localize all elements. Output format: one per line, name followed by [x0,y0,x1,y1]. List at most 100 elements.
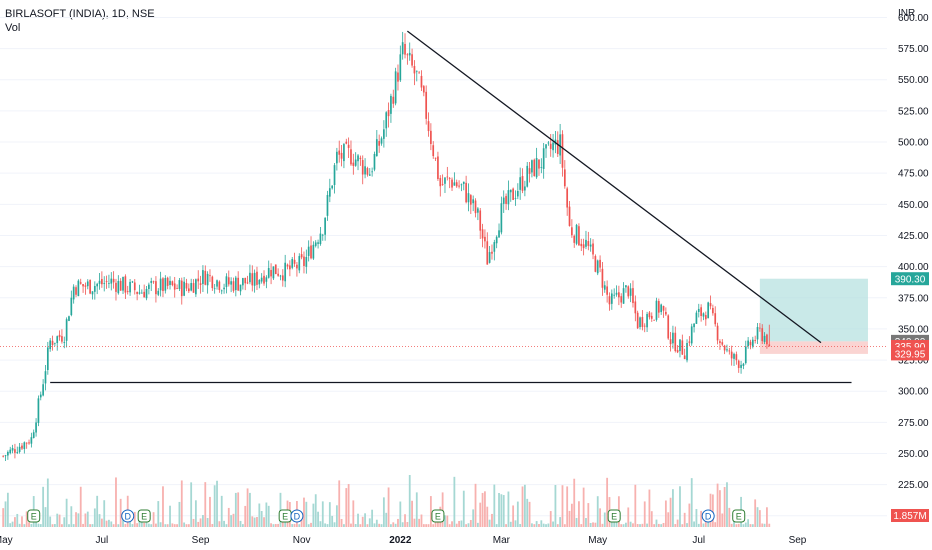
volume-bar [307,524,310,527]
volume-bar [136,523,139,527]
event-marker-label: D [294,512,301,522]
candle-body [552,142,554,151]
candle-body [545,144,547,149]
candle-body [70,297,73,316]
volume-bar [35,522,37,527]
volume-bar [103,500,106,527]
candle-body [234,277,237,291]
volume-bar [314,494,317,527]
volume-bar [361,516,364,527]
descending-trendline [406,30,822,344]
volume-bar [535,521,538,527]
candle-body [502,197,505,204]
candle-body [230,281,232,285]
candle-body [150,281,153,283]
volume-bar [131,524,134,527]
volume-bar [559,517,562,527]
candle-body [455,182,458,187]
candle-body [643,325,646,327]
volume-bar [225,524,228,527]
volume-bar [751,524,754,527]
volume-bar [747,519,750,527]
volume-bar [166,524,169,527]
volume-bar [190,482,193,527]
x-tick-label: May [0,535,13,546]
candle-body [298,256,301,271]
volume-bar [124,524,127,527]
price-tag [891,347,929,361]
candle-body [535,158,538,178]
volume-bar [458,520,460,527]
candle-body [406,54,409,56]
volume-bar [491,513,493,527]
y-tick-label: 300.00 [898,387,929,398]
candle-body [528,168,531,174]
candle-body [448,178,451,179]
candle-body [206,273,209,286]
candle-body [568,206,571,226]
volume-bar [44,507,47,527]
candle-body [759,327,761,329]
volume-bar [646,523,648,527]
candle-body [679,339,681,352]
volume-bar [328,502,331,527]
volume-bar [143,522,146,527]
candle-body [726,349,728,351]
volume-bar [220,495,223,527]
candle-body [317,242,319,244]
y-tick-label: 375.00 [898,293,929,304]
volume-bar [601,523,604,527]
volume-bar [594,522,597,527]
volume-bar [667,512,670,527]
volume-bar [277,523,280,527]
volume-bar [568,510,571,527]
candle-body [716,325,719,341]
volume-bar [110,521,113,527]
dividend-icon [701,509,715,523]
volume-bar [183,522,186,527]
volume-bar [147,523,150,527]
volume-bar [382,497,385,527]
candle-body [190,283,193,291]
y-tick-label: 325.00 [898,356,929,367]
volume-bar [448,524,451,527]
candle-body [589,244,592,247]
candle-body [601,268,604,288]
candle-body [21,445,23,449]
candle-body [169,280,171,285]
volume-bar [56,513,59,527]
candle-body [263,275,265,284]
volume-bar [648,489,651,527]
volume-bar [343,524,345,527]
candle-body [676,350,679,353]
candle-body [615,292,618,295]
candle-body [657,301,660,313]
candle-body [216,280,218,287]
volume-bar [164,524,167,527]
candle-body [293,259,296,264]
candle-body [9,449,12,454]
volume-bar [394,523,397,527]
candle-body [735,354,738,361]
volume-bar [726,482,728,527]
candle-body [192,283,195,293]
candle-body [281,275,284,281]
volume-bar [326,524,329,527]
candle-body [110,278,113,284]
volume-bar [467,523,470,527]
candle-body [187,288,190,292]
volume-bar [700,510,703,527]
candle-body [46,347,49,371]
price-tag [891,272,929,286]
volume-bar [650,511,653,527]
candle-body [28,442,30,444]
volume-bar [260,511,263,527]
volume-bar [176,524,178,527]
candle-body [32,432,35,438]
candle-body [333,165,336,185]
earnings-icon [431,509,445,523]
candle-body [256,271,258,285]
volume-bar [488,519,491,527]
volume-bar [2,508,5,527]
